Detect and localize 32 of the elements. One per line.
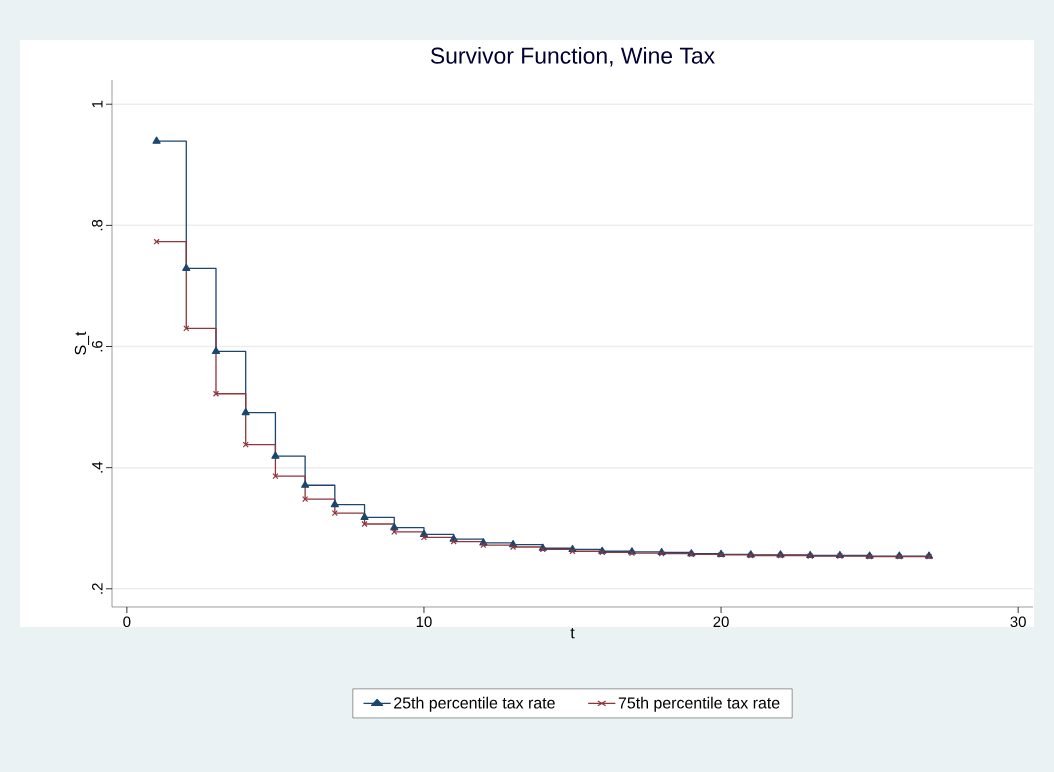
point	[390, 523, 399, 531]
point	[391, 528, 398, 535]
y-tick-label: .6	[91, 340, 103, 352]
point	[152, 136, 161, 144]
point	[272, 473, 279, 480]
point	[271, 451, 280, 459]
point	[212, 390, 220, 397]
x-axis-title: t	[570, 627, 575, 639]
point	[211, 346, 221, 354]
point	[301, 480, 310, 488]
point	[569, 548, 576, 555]
point	[450, 538, 457, 545]
y-tick-label: .8	[91, 219, 103, 231]
point	[182, 263, 191, 271]
point	[241, 407, 250, 416]
point	[361, 520, 368, 528]
legend-label: 25th percentile tax rate	[394, 696, 555, 712]
point	[480, 542, 487, 549]
x-tick-label: 30	[1010, 616, 1026, 628]
chart-title: Survivor Function, Wine Tax	[430, 46, 715, 67]
y-axis-title: S_t	[74, 331, 90, 355]
x-tick-label: 20	[713, 616, 729, 628]
y-tick-label: .2	[92, 583, 103, 594]
point	[153, 238, 160, 245]
x-tick-label: 10	[416, 616, 432, 628]
y-tick-label: 1	[92, 100, 103, 108]
y-tick-label: .4	[92, 461, 103, 473]
x-tick-label: 0	[123, 616, 131, 628]
legend-label: 75th percentile tax rate	[618, 696, 780, 712]
point	[420, 534, 428, 541]
point	[330, 500, 339, 508]
point	[360, 512, 369, 520]
